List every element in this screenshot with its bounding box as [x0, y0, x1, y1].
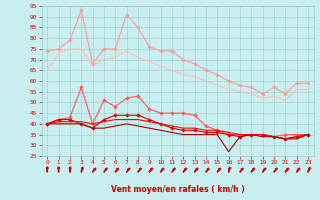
X-axis label: Vent moyen/en rafales ( km/h ): Vent moyen/en rafales ( km/h ) [111, 185, 244, 194]
